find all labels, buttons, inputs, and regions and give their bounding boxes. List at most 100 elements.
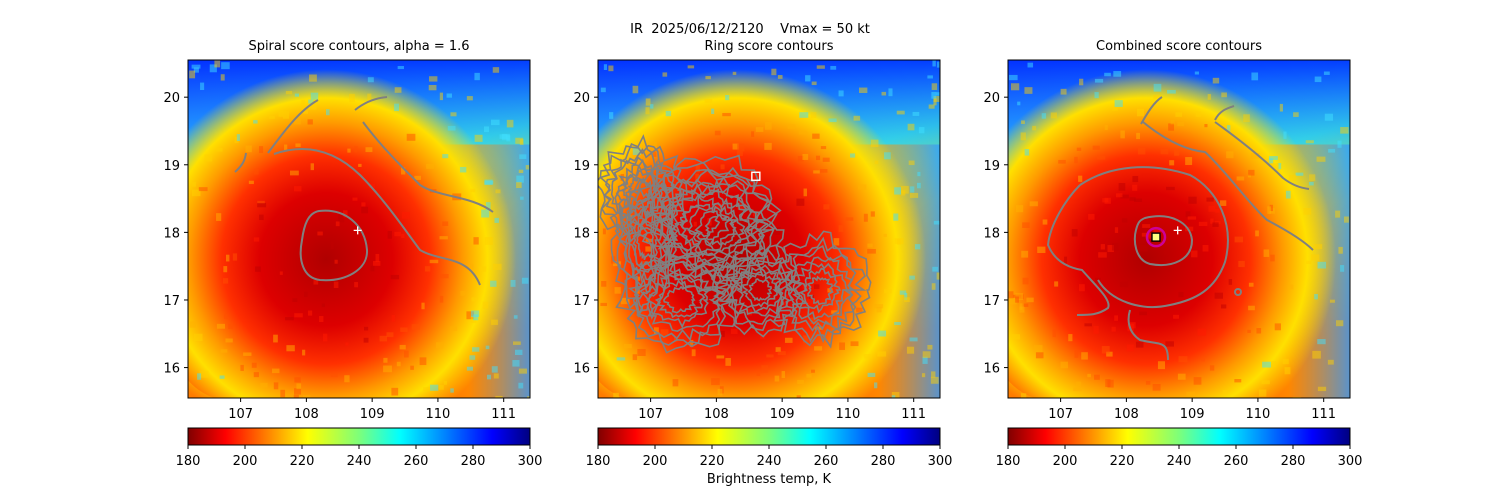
ir-speckle <box>761 365 769 373</box>
ir-speckle <box>645 246 652 252</box>
ir-speckle <box>888 88 893 97</box>
ir-speckle <box>899 290 907 295</box>
ir-speckle <box>1114 315 1119 321</box>
ir-speckle <box>472 347 480 352</box>
ir-speckle <box>1177 373 1186 380</box>
ir-speckle <box>1135 341 1144 348</box>
ir-speckle <box>1098 252 1107 258</box>
ir-speckle <box>191 189 201 197</box>
ir-speckle <box>751 131 755 137</box>
ir-speckle <box>527 396 530 398</box>
ir-speckle <box>856 307 863 313</box>
ir-speckle <box>365 147 373 153</box>
ir-speckle <box>916 182 921 189</box>
ir-speckle <box>386 332 394 338</box>
ir-speckle <box>933 98 937 106</box>
ir-speckle <box>313 280 319 285</box>
ir-speckle <box>450 388 454 393</box>
ring-contour-line <box>663 285 696 314</box>
ir-speckle <box>397 66 404 70</box>
colorbar-tick-label: 280 <box>871 454 896 469</box>
ir-speckle <box>1081 352 1088 360</box>
spiral-contour-line <box>299 209 369 282</box>
ir-speckle <box>335 221 340 227</box>
ir-speckle <box>273 334 278 343</box>
ir-speckle <box>1335 210 1341 218</box>
ir-speckle <box>662 72 668 77</box>
y-tick-label: 18 <box>163 226 180 241</box>
colorbar-tick-label: 260 <box>814 454 839 469</box>
ir-speckle <box>1212 77 1220 84</box>
ir-speckle <box>309 74 317 82</box>
ir-speckle <box>1340 265 1345 272</box>
colorbar-tick-label: 300 <box>1338 454 1363 469</box>
ir-speckle <box>736 151 743 157</box>
ir-speckle <box>1071 229 1078 237</box>
ir-speckle <box>705 76 711 80</box>
ir-speckle <box>310 163 314 171</box>
ir-speckle <box>234 136 239 144</box>
panel3-title: Combined score contours <box>1096 39 1262 54</box>
ir-speckle <box>1020 393 1027 398</box>
colorbar-tick-label: 180 <box>176 454 201 469</box>
ir-speckle <box>193 333 203 342</box>
ir-speckle <box>1064 256 1068 264</box>
ir-speckle <box>850 153 856 158</box>
ir-speckle <box>1186 391 1196 397</box>
ir-speckle <box>927 344 933 350</box>
ir-speckle <box>1008 74 1018 81</box>
ir-speckle <box>219 375 225 379</box>
ir-speckle <box>485 202 491 210</box>
ir-speckle <box>308 99 314 104</box>
ir-speckle <box>674 336 678 342</box>
ring-contour-line <box>635 218 655 260</box>
ir-speckle <box>1206 197 1214 202</box>
ir-speckle <box>199 370 209 378</box>
ir-speckle <box>1076 147 1082 151</box>
ir-speckle <box>1137 147 1146 155</box>
ir-speckle <box>747 309 753 316</box>
axes-frame <box>597 59 941 399</box>
ir-speckle <box>1121 218 1128 223</box>
ir-speckle <box>192 181 197 187</box>
ir-speckle <box>1187 216 1197 220</box>
ir-speckle <box>1073 387 1082 392</box>
ir-speckle <box>367 93 372 101</box>
ir-speckle <box>1337 140 1342 148</box>
ir-speckle <box>280 389 286 398</box>
ir-speckle <box>874 304 884 309</box>
ir-speckle <box>390 274 400 280</box>
ir-speckle <box>1221 92 1227 98</box>
ir-speckle <box>221 62 230 70</box>
colorbar-tick-label: 220 <box>700 454 725 469</box>
ir-speckle <box>908 160 915 166</box>
ir-speckle <box>330 242 334 250</box>
ir-speckle <box>1142 224 1151 228</box>
ir-speckle <box>858 184 867 190</box>
ir-speckle <box>352 197 358 201</box>
ir-speckle <box>321 303 326 308</box>
ir-speckle <box>1027 62 1034 68</box>
ir-speckle <box>827 288 833 293</box>
ir-speckle <box>278 110 284 117</box>
ir-speckle <box>279 271 283 275</box>
ir-speckle <box>224 313 228 320</box>
x-tick-label: 107 <box>638 407 663 422</box>
ir-speckle <box>774 375 780 382</box>
ir-speckle <box>259 146 264 154</box>
y-tick-label: 18 <box>573 226 590 241</box>
ir-speckle <box>429 259 439 264</box>
ir-speckle <box>391 387 399 396</box>
x-tick-label: 109 <box>770 407 795 422</box>
ir-speckle <box>215 147 223 152</box>
ir-speckle <box>756 371 761 377</box>
panel-3: 107 108 109 110 111 16 17 18 19 20 180 200 220 240 260… <box>983 59 1363 469</box>
ir-speckle <box>755 127 764 132</box>
ir-speckle <box>257 203 267 208</box>
ir-speckle <box>1329 299 1335 303</box>
ring-contour-line <box>632 208 659 270</box>
center-square-marker <box>751 171 761 181</box>
colorbar-tick-label: 220 <box>290 454 315 469</box>
ir-speckle <box>716 355 725 359</box>
ir-speckle <box>515 137 524 144</box>
